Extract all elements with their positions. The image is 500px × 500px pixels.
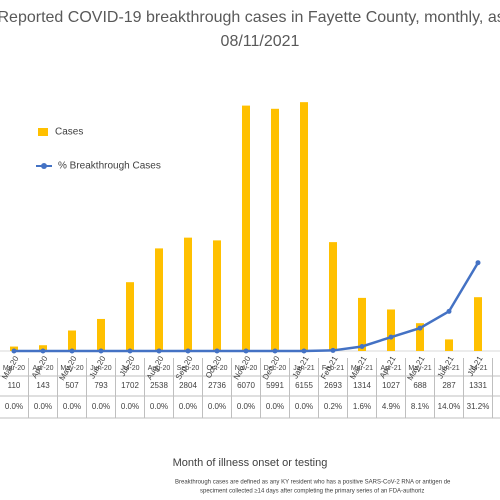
line-point bbox=[69, 348, 75, 354]
line-point bbox=[185, 348, 191, 354]
table-cell: 0.0% bbox=[5, 402, 23, 411]
table-header: Mar-21 bbox=[351, 365, 373, 372]
table-cell: 0.0% bbox=[179, 402, 197, 411]
table-header: Dec-20 bbox=[264, 365, 287, 372]
table-cell: 1314 bbox=[353, 381, 371, 390]
chart-title: Reported COVID-19 breakthrough cases in … bbox=[0, 9, 500, 50]
legend-label: Cases bbox=[55, 127, 83, 138]
table-cell: 287 bbox=[442, 381, 456, 390]
table-cell: 2693 bbox=[324, 381, 342, 390]
legend-label: % Breakthrough Cases bbox=[58, 161, 161, 172]
table-cell: 143 bbox=[36, 381, 50, 390]
line-point bbox=[388, 334, 394, 340]
table-cell: 8.1% bbox=[411, 402, 429, 411]
table-cell: 110 bbox=[8, 381, 21, 390]
table-cell: 1702 bbox=[121, 381, 139, 390]
table-cell: 2538 bbox=[150, 381, 168, 390]
table-cell: 1027 bbox=[382, 381, 400, 390]
footnote: Breakthrough cases are defined as any KY… bbox=[175, 480, 451, 486]
table-header: Jan-21 bbox=[293, 365, 315, 372]
bar bbox=[474, 297, 482, 351]
line-point bbox=[156, 348, 162, 354]
table-header: May-21 bbox=[408, 365, 431, 372]
bar bbox=[387, 309, 395, 351]
table-header: Aug-20 bbox=[148, 365, 171, 372]
table-header: Apr-21 bbox=[380, 365, 401, 372]
line-point bbox=[11, 348, 17, 354]
table-header: Jul-21 bbox=[468, 365, 487, 372]
table-cell: 1331 bbox=[469, 381, 487, 390]
table-header: Nov-20 bbox=[235, 365, 258, 372]
table-cell: 0.2% bbox=[324, 402, 342, 411]
bar bbox=[97, 318, 105, 351]
line-point bbox=[301, 348, 307, 354]
table-cell: 6155 bbox=[295, 381, 313, 390]
line-point bbox=[446, 308, 452, 314]
bar bbox=[68, 330, 76, 351]
table-cell: 793 bbox=[94, 381, 108, 390]
bar bbox=[416, 323, 424, 351]
table-cell: 5991 bbox=[266, 381, 284, 390]
table-cell: 0.0% bbox=[34, 402, 52, 411]
table-header: Oct-20 bbox=[206, 365, 227, 372]
table-cell: 2804 bbox=[179, 381, 197, 390]
table-header: Mar-20 bbox=[3, 365, 25, 372]
table-cell: 0.0% bbox=[121, 402, 139, 411]
bar bbox=[126, 282, 134, 351]
table-cell: 0.0% bbox=[208, 402, 226, 411]
line-point bbox=[475, 260, 481, 266]
bar bbox=[155, 248, 163, 351]
line-point bbox=[40, 348, 46, 354]
table-header: Jun-20 bbox=[90, 365, 112, 372]
line-point bbox=[243, 348, 249, 354]
table-cell: 2736 bbox=[208, 381, 226, 390]
line-point bbox=[272, 348, 278, 354]
bar bbox=[445, 339, 453, 351]
table-cell: 0.0% bbox=[92, 402, 110, 411]
bar bbox=[242, 105, 250, 351]
line-point bbox=[417, 325, 423, 331]
bar bbox=[39, 345, 47, 351]
line-point bbox=[127, 348, 133, 354]
table-cell: 0.0% bbox=[150, 402, 168, 411]
table-cell: 31.2% bbox=[467, 402, 490, 411]
line-point bbox=[330, 347, 336, 353]
bar bbox=[271, 108, 279, 352]
bar bbox=[329, 242, 337, 351]
table-cell: 0.0% bbox=[295, 402, 313, 411]
table-cell: 0.0% bbox=[63, 402, 81, 411]
table-cell: 14.0% bbox=[438, 402, 461, 411]
line-point bbox=[98, 348, 104, 354]
table-header: Apr-20 bbox=[32, 365, 53, 372]
table-cell: 688 bbox=[413, 381, 427, 390]
table-cell: 507 bbox=[65, 381, 79, 390]
legend-swatch bbox=[41, 163, 47, 169]
legend-swatch bbox=[38, 128, 48, 136]
table-header: May-20 bbox=[60, 365, 83, 372]
bar bbox=[213, 240, 221, 351]
table-cell: 0.0% bbox=[266, 402, 284, 411]
bar bbox=[184, 237, 192, 351]
bar bbox=[300, 102, 308, 351]
table-cell: 0.0% bbox=[237, 402, 255, 411]
line-point bbox=[214, 348, 220, 354]
table-cell: 4.9% bbox=[382, 402, 400, 411]
table-header: Sep-20 bbox=[177, 365, 200, 372]
table-header: Jun-21 bbox=[438, 365, 460, 372]
table-cell: 6070 bbox=[237, 381, 255, 390]
bar bbox=[358, 297, 366, 351]
footnote: speciment collected ≥14 days after compl… bbox=[200, 489, 424, 495]
table-cell: 1.6% bbox=[353, 402, 371, 411]
table-header: Feb-21 bbox=[322, 365, 344, 372]
x-axis-label: Month of illness onset or testing bbox=[173, 457, 328, 469]
line-point bbox=[359, 343, 365, 349]
table-header: Jul-20 bbox=[120, 365, 139, 372]
